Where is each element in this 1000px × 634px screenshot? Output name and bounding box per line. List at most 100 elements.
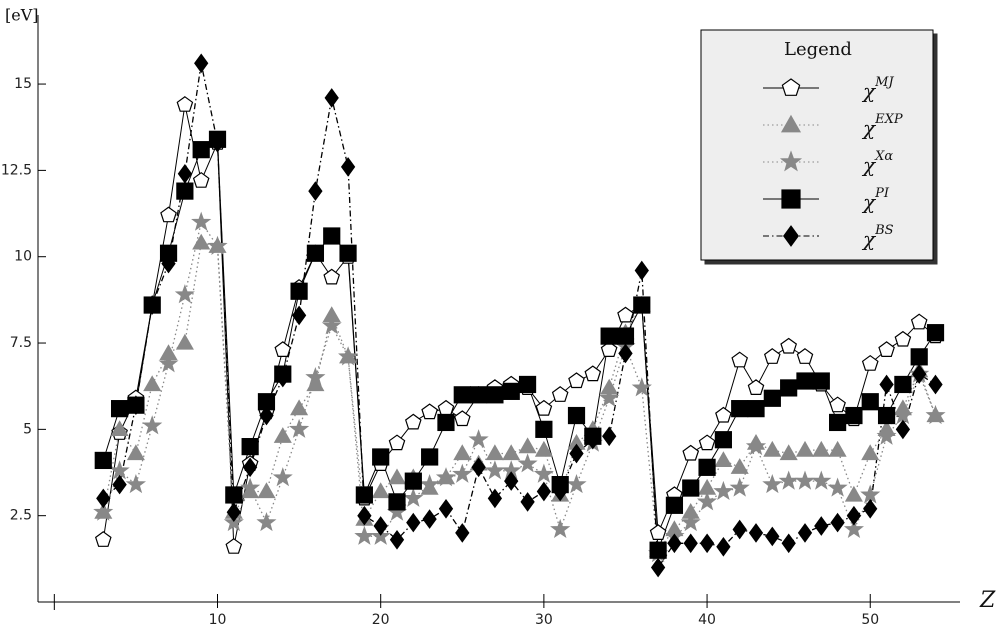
legend-label: χMJ xyxy=(861,75,894,103)
marker xyxy=(290,282,308,300)
marker xyxy=(894,375,912,394)
marker xyxy=(241,438,259,456)
marker xyxy=(128,395,144,416)
marker xyxy=(745,436,767,456)
marker xyxy=(569,443,584,464)
marker xyxy=(602,426,617,447)
marker xyxy=(290,399,309,416)
marker xyxy=(795,440,815,457)
marker xyxy=(388,434,406,451)
marker xyxy=(110,400,129,418)
x-tick-label: 10 xyxy=(209,612,227,628)
marker xyxy=(504,471,519,491)
marker xyxy=(192,141,210,159)
marker xyxy=(289,418,310,438)
marker xyxy=(566,474,587,494)
marker xyxy=(533,463,554,483)
marker xyxy=(340,157,356,177)
marker xyxy=(324,88,339,108)
marker xyxy=(93,501,114,521)
marker xyxy=(846,505,862,526)
marker xyxy=(797,523,813,543)
marker xyxy=(783,225,799,247)
marker xyxy=(551,386,569,402)
marker xyxy=(389,529,405,550)
marker xyxy=(698,458,716,476)
marker xyxy=(682,479,700,497)
series-line xyxy=(102,63,936,570)
legend-label: χPI xyxy=(861,186,890,214)
marker xyxy=(650,557,666,578)
marker xyxy=(811,470,832,490)
marker xyxy=(502,444,521,461)
marker xyxy=(470,386,488,404)
marker xyxy=(861,444,880,461)
marker xyxy=(912,364,927,384)
marker xyxy=(453,410,471,427)
legend: Legend χMJ χEXP χXα χPI χBS xyxy=(700,29,934,261)
marker xyxy=(452,463,473,483)
marker xyxy=(617,306,634,323)
marker xyxy=(879,374,894,395)
marker xyxy=(518,437,537,454)
y-tick-label: 5 xyxy=(23,421,32,437)
legend-label: χEXP xyxy=(861,112,903,140)
marker xyxy=(780,114,802,133)
marker xyxy=(716,536,731,557)
marker xyxy=(812,440,831,457)
marker xyxy=(143,375,162,392)
marker xyxy=(781,78,801,96)
marker xyxy=(371,482,390,499)
marker xyxy=(323,227,341,245)
marker xyxy=(323,268,341,285)
y-tick-label: 2.5 xyxy=(10,508,32,524)
marker xyxy=(174,284,195,304)
marker xyxy=(486,386,504,404)
marker xyxy=(567,406,586,425)
marker xyxy=(794,470,815,490)
marker xyxy=(631,377,652,397)
marker xyxy=(910,348,928,366)
marker xyxy=(109,460,130,480)
marker xyxy=(256,512,277,532)
series-line xyxy=(102,242,937,552)
marker xyxy=(843,518,864,539)
marker xyxy=(876,425,897,445)
marker xyxy=(468,429,489,449)
marker xyxy=(829,396,846,413)
marker xyxy=(697,491,718,511)
marker xyxy=(894,330,912,347)
marker xyxy=(796,372,814,390)
marker xyxy=(762,474,783,494)
marker xyxy=(780,337,798,354)
marker xyxy=(730,458,749,474)
marker xyxy=(680,512,701,532)
marker xyxy=(781,189,801,209)
marker xyxy=(453,386,471,404)
x-tick-label: 20 xyxy=(372,612,390,628)
marker xyxy=(126,444,145,461)
marker xyxy=(110,420,129,436)
marker xyxy=(860,484,881,504)
marker xyxy=(471,457,486,478)
marker xyxy=(781,533,796,554)
marker xyxy=(747,379,765,395)
marker xyxy=(242,457,258,478)
marker xyxy=(731,400,749,418)
marker xyxy=(158,353,179,373)
marker xyxy=(910,313,928,330)
marker xyxy=(487,488,503,509)
marker xyxy=(96,488,111,509)
marker xyxy=(731,351,749,368)
marker xyxy=(715,406,732,423)
marker xyxy=(649,541,667,559)
x-tick-label: 50 xyxy=(861,612,879,628)
marker xyxy=(192,171,210,188)
marker xyxy=(518,375,537,394)
marker xyxy=(780,379,798,397)
marker xyxy=(584,365,602,382)
marker xyxy=(421,448,439,466)
marker xyxy=(388,493,406,511)
marker xyxy=(863,498,878,519)
marker xyxy=(585,429,600,450)
